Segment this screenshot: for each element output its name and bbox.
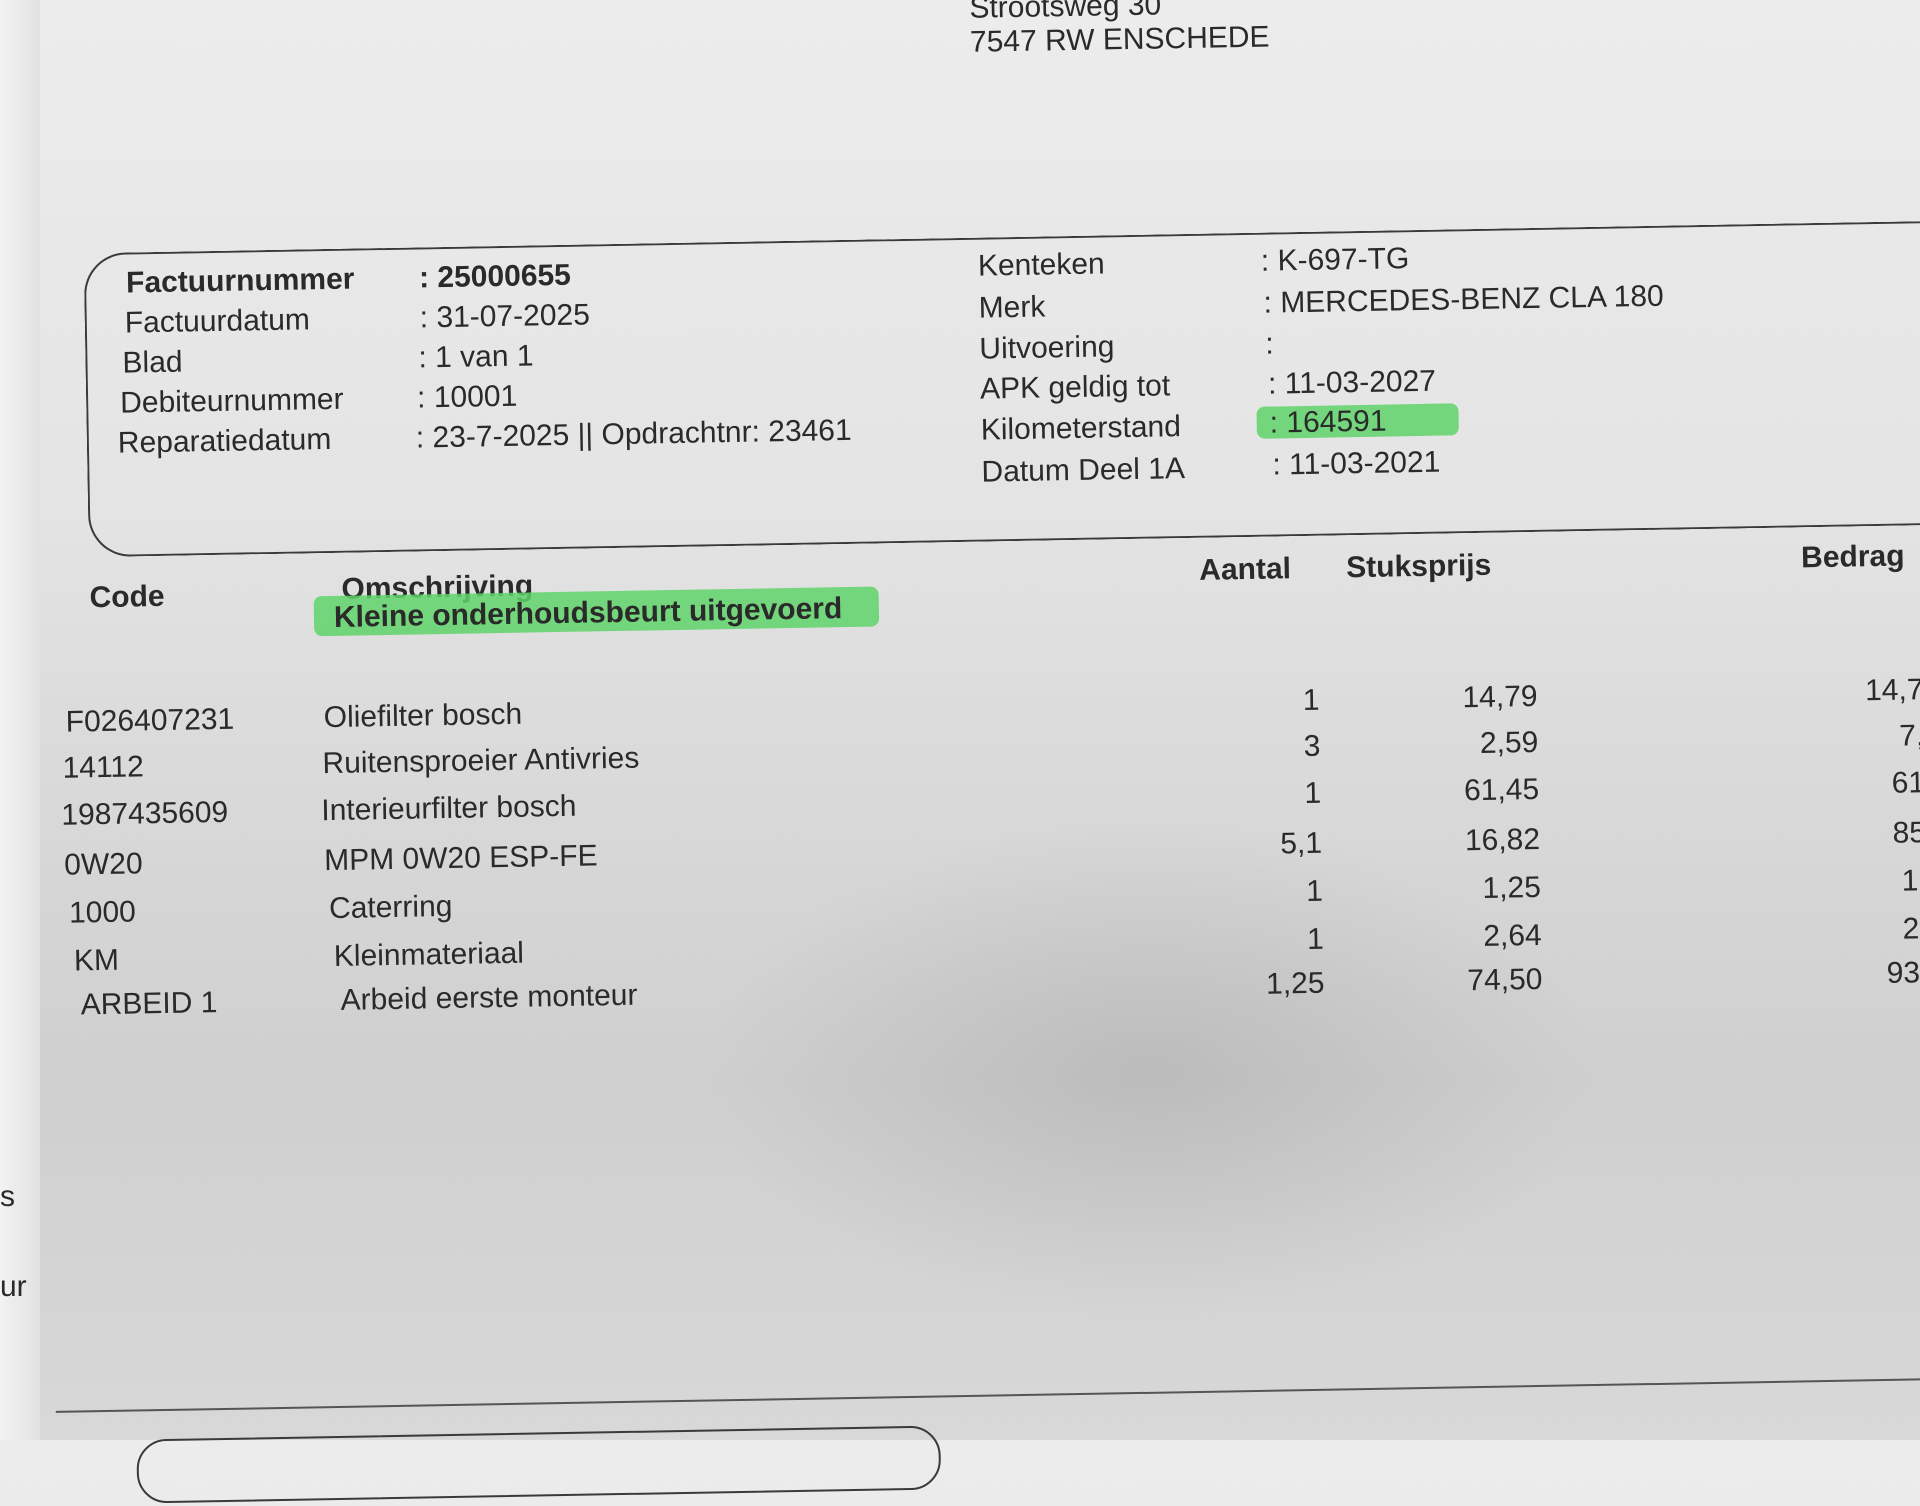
table-row: F026407231 Oliefilter bosch 1 14,79 14,7: [0, 0, 1920, 738]
field-label: Merk: [978, 290, 1046, 325]
address-street: Strootsweg 30: [969, 0, 1162, 25]
table-row: 1000 Caterring 1 1,25 1,: [0, 0, 1920, 929]
row-bedrag: 85: [1892, 816, 1920, 850]
footer-box: [136, 1425, 942, 1504]
field-label: Kilometerstand: [980, 410, 1182, 447]
header-code: Code: [89, 579, 165, 615]
address-city: 7547 RW ENSCHEDE: [969, 20, 1270, 59]
row-stuksprijs: 61,45: [1463, 772, 1540, 808]
field-label: Debiteurnummer: [119, 382, 344, 420]
margin-fragment: ur: [0, 1270, 27, 1303]
row-omschrijving: Kleinmateriaal: [333, 936, 525, 973]
field-label: Factuurdatum: [124, 303, 311, 340]
row-omschrijving: Ruitensproeier Antivries: [322, 741, 640, 781]
row-bedrag: 93,: [1886, 956, 1920, 990]
table-row: KM Kleinmateriaal 1 2,64 2,: [0, 0, 1920, 977]
row-aantal: 3: [1303, 729, 1321, 764]
row-code: 1000: [68, 895, 137, 930]
row-code: 0W20: [63, 847, 143, 882]
table-rows: F026407231 Oliefilter bosch 1 14,79 14,7 1411…: [0, 0, 1920, 1021]
field-value: : 25000655: [418, 258, 572, 295]
row-stuksprijs: 16,82: [1464, 822, 1541, 858]
line-items-table: Code Omschrijving Aantal Stuksprijs Bedr…: [0, 0, 1920, 1022]
row-bedrag: 1,: [1901, 864, 1920, 898]
row-code: F026407231: [65, 702, 235, 739]
header-bedrag: Bedrag: [1800, 539, 1905, 575]
row-omschrijving: Oliefilter bosch: [323, 697, 523, 735]
table-row: 14112 Ruitensproeier Antivries 3 2,59 7,: [0, 0, 1920, 784]
row-bedrag: 14,7: [1864, 673, 1920, 708]
row-bedrag: 61: [1891, 766, 1920, 800]
field-value: : MERCEDES-BENZ CLA 180: [1263, 279, 1664, 320]
margin-fragment: s: [0, 1180, 15, 1213]
header-stuksprijs: Stuksprijs: [1345, 548, 1492, 585]
table-row: ARBEID 1 Arbeid eerste monteur 1,25 74,50 93…: [0, 0, 1920, 1021]
row-bedrag: 7,: [1898, 719, 1920, 753]
shadow: [700, 820, 1600, 1320]
row-code: KM: [73, 943, 120, 978]
row-code: ARBEID 1: [80, 986, 218, 1022]
row-aantal: 5,1: [1280, 826, 1323, 861]
invoice-fields: Factuurnummer : 25000655 Factuurdatum : …: [0, 0, 1911, 460]
field-value: :: [1265, 327, 1274, 361]
field-label: Reparatiedatum: [117, 422, 332, 460]
row-bedrag: 2,: [1902, 912, 1920, 946]
row-stuksprijs: 2,59: [1479, 725, 1539, 760]
row-stuksprijs: 14,79: [1462, 679, 1538, 715]
row-omschrijving: Interieurfilter bosch: [321, 789, 577, 828]
row-aantal: 1: [1305, 874, 1324, 909]
row-stuksprijs: 1,25: [1482, 870, 1542, 905]
vehicle-fields: Kenteken : K-697-TG Merk : MERCEDES-BENZ…: [0, 0, 1911, 488]
header-aantal: Aantal: [1198, 552, 1292, 587]
row-omschrijving: MPM 0W20 ESP-FE: [323, 839, 598, 878]
table-row: 0W20 MPM 0W20 ESP-FE 5,1 16,82 85: [0, 0, 1920, 881]
row-aantal: 1: [1306, 922, 1325, 957]
field-label: Uitvoering: [979, 330, 1115, 366]
field-label: Blad: [122, 345, 183, 380]
field-label: Kenteken: [977, 247, 1105, 283]
row-omschrijving: Caterring: [328, 889, 453, 926]
row-stuksprijs: 2,64: [1483, 918, 1542, 953]
paper-edge: [0, 0, 40, 1440]
field-label: APK geldig tot: [979, 369, 1171, 406]
row-aantal: 1: [1304, 776, 1322, 811]
field-value: : 1 van 1: [418, 339, 534, 375]
field-value: : 11-03-2027: [1267, 364, 1437, 401]
field-label: Datum Deel 1A: [981, 452, 1186, 489]
field-value: : K-697-TG: [1260, 242, 1410, 278]
divider: [55, 1377, 1920, 1413]
field-value: : 31-07-2025: [419, 298, 591, 335]
field-value: : 11-03-2021: [1272, 445, 1441, 482]
row-aantal: 1: [1302, 683, 1320, 718]
row-code: 1987435609: [61, 795, 229, 832]
row-omschrijving: Arbeid eerste monteur: [340, 978, 638, 1017]
table-row: 1987435609 Interieurfilter bosch 1 61,45 61: [0, 0, 1920, 832]
field-label: Factuurnummer: [125, 262, 355, 300]
row-stuksprijs: 74,50: [1467, 962, 1543, 998]
row-aantal: 1,25: [1265, 966, 1325, 1001]
row-code: 14112: [62, 750, 145, 785]
field-value: : 10001: [416, 379, 518, 415]
field-value: : 164591: [1269, 404, 1387, 440]
